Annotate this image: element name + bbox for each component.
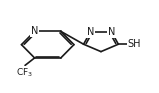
Text: SH: SH: [127, 39, 141, 49]
Text: N: N: [108, 27, 115, 37]
Text: CF$_3$: CF$_3$: [16, 66, 33, 79]
Text: N: N: [86, 27, 94, 37]
Text: N: N: [31, 26, 38, 36]
